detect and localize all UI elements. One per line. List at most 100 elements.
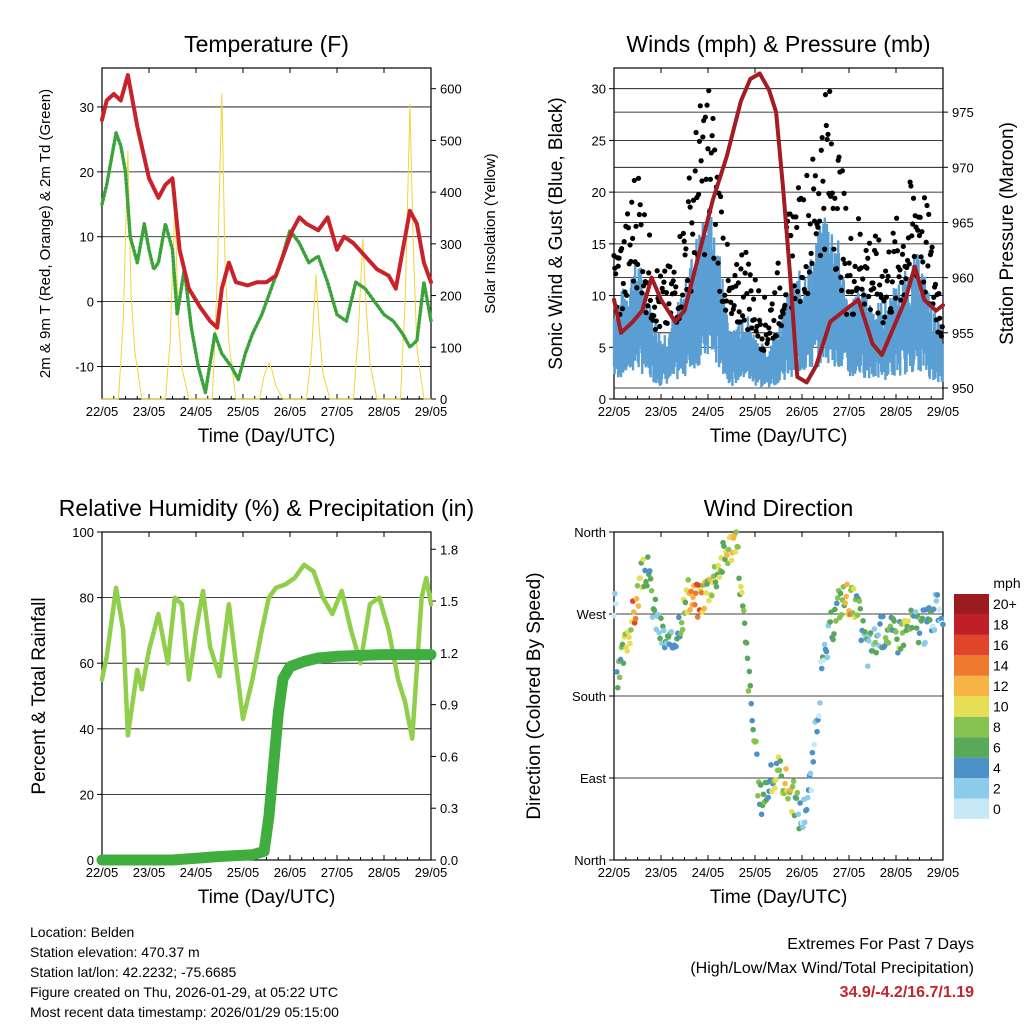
gust-point <box>888 309 895 315</box>
direction-point <box>612 590 618 597</box>
gust-point <box>816 218 823 224</box>
gust-point <box>739 313 746 319</box>
gust-point <box>916 232 923 239</box>
gust-point <box>775 260 781 266</box>
colorbar-swatch <box>954 696 989 717</box>
gust-point <box>839 168 846 174</box>
gust-point <box>855 216 862 222</box>
direction-point <box>834 595 841 601</box>
gust-point <box>630 278 637 284</box>
gust-point <box>794 288 801 295</box>
direction-point <box>895 650 901 656</box>
direction-point <box>934 592 941 598</box>
gust-point <box>921 195 928 201</box>
direction-point <box>694 614 701 620</box>
winds-ytick-label: 30 <box>592 82 606 97</box>
gust-point <box>686 175 692 181</box>
gust-point <box>932 281 939 287</box>
direction-point <box>875 632 881 638</box>
temperature-ytick-right-label: 100 <box>440 340 462 355</box>
direction-point <box>682 599 689 606</box>
gust-point <box>663 289 670 296</box>
gust-point <box>926 211 932 217</box>
direction-point <box>687 607 693 613</box>
temperature-ylabel: 2m & 9m T (Red, Orange) & 2m Td (Green) <box>37 89 54 378</box>
gust-point <box>857 231 863 237</box>
gust-point <box>828 141 835 147</box>
gust-point <box>740 294 747 300</box>
direction-point <box>808 787 815 794</box>
direction-point <box>783 766 789 772</box>
direction-point <box>732 549 739 555</box>
temperature-line <box>100 73 433 330</box>
direction-point <box>820 657 827 664</box>
direction-point <box>747 682 754 689</box>
gust-point <box>813 231 819 237</box>
temperature-xtick-label: 23/05 <box>133 404 166 419</box>
direction-point <box>905 618 912 624</box>
gust-point <box>766 325 772 331</box>
gust-point <box>822 246 828 252</box>
direction-point <box>661 644 668 651</box>
gust-point <box>709 133 715 139</box>
gust-point <box>664 320 670 326</box>
temperature-ytick-label: 30 <box>80 100 94 115</box>
gust-point <box>820 178 826 184</box>
direction-point <box>733 529 739 535</box>
direction-point <box>632 615 639 622</box>
gust-point <box>715 260 721 266</box>
gust-point <box>774 270 780 276</box>
humidity-xtick-label: 25/05 <box>227 865 260 880</box>
wind_direction-xtick-label: 27/05 <box>833 865 866 880</box>
gust-point <box>683 246 689 252</box>
temperature-ytick-right-label: 400 <box>440 185 462 200</box>
direction-point <box>927 617 933 623</box>
gust-point <box>890 230 896 236</box>
direction-point <box>739 589 745 596</box>
gust-point <box>696 191 702 198</box>
gust-point <box>852 263 858 269</box>
gust-point <box>710 115 716 122</box>
gust-point <box>615 263 621 269</box>
gust-point <box>693 129 699 136</box>
direction-point <box>856 598 863 604</box>
gust-point <box>915 227 921 233</box>
temperature-xtick-label: 22/05 <box>86 404 119 419</box>
direction-point <box>931 627 938 633</box>
gust-point <box>708 150 714 156</box>
gust-point <box>744 291 750 297</box>
direction-point <box>660 623 666 630</box>
gust-point <box>850 311 857 317</box>
gust-point <box>875 310 881 316</box>
direction-point <box>854 612 861 618</box>
gust-point <box>880 320 886 326</box>
gust-point <box>712 147 718 153</box>
direction-point <box>827 619 833 625</box>
winds-xtick-label: 28/05 <box>880 404 913 419</box>
direction-point <box>695 582 702 589</box>
direction-point <box>809 749 816 756</box>
recent-timestamp: Most recent data timestamp: 2026/01/29 0… <box>30 1004 339 1020</box>
direction-point <box>858 637 865 644</box>
direction-point <box>739 603 746 609</box>
direction-point <box>765 794 771 801</box>
gust-point <box>871 285 877 292</box>
gust-point <box>639 290 645 296</box>
direction-point <box>678 619 685 626</box>
gust-point <box>751 316 758 323</box>
winds-xtick-label: 26/05 <box>786 404 819 419</box>
gust-point <box>893 295 899 301</box>
direction-point <box>843 593 849 600</box>
direction-point <box>862 629 868 635</box>
station-elevation: Station elevation: 470.37 m <box>30 944 200 960</box>
direction-point <box>867 630 874 636</box>
gust-point <box>863 247 869 254</box>
gust-point <box>700 134 706 140</box>
gust-point <box>682 252 688 258</box>
dewpoint-line <box>100 131 433 395</box>
gust-point <box>844 311 850 317</box>
direction-point <box>940 621 946 628</box>
direction-point <box>753 738 759 745</box>
gust-point <box>643 310 649 316</box>
